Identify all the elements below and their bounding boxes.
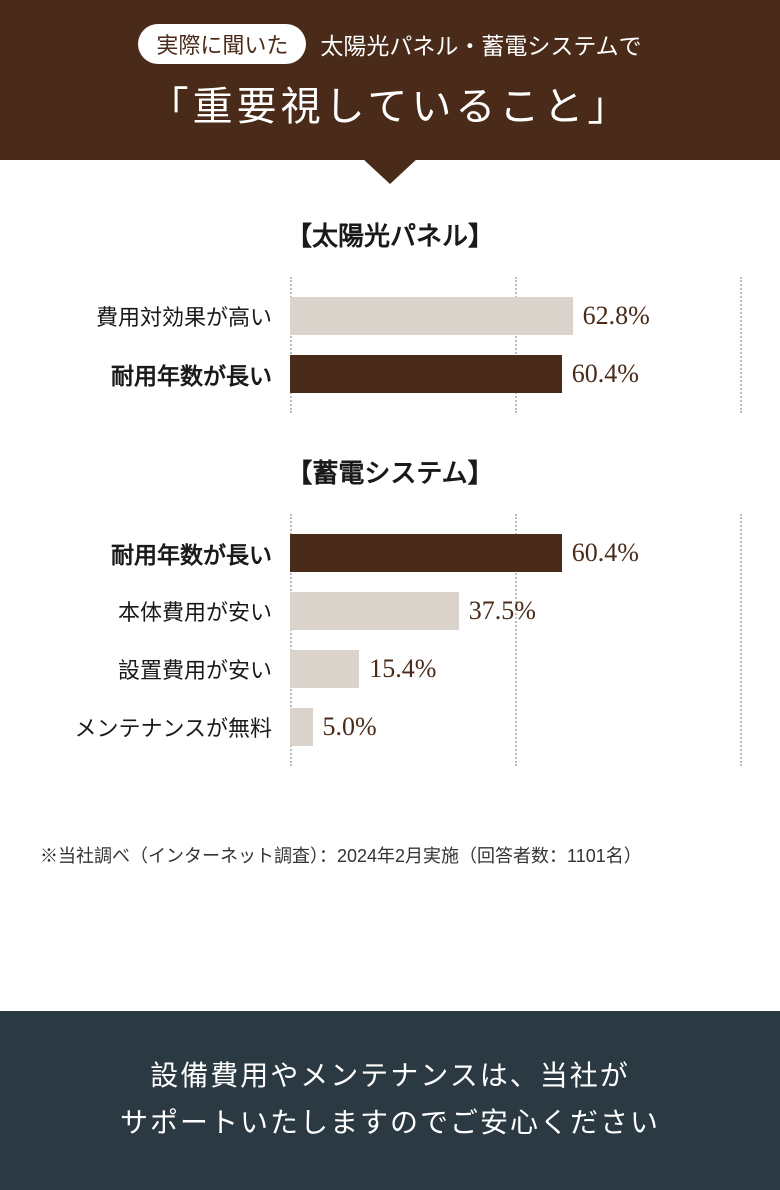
bar <box>290 650 359 688</box>
header-top-row: 実際に聞いた 太陽光パネル・蓄電システムで <box>20 24 760 64</box>
bar-label: 本体費用が安い <box>40 595 290 627</box>
bar-label: 耐用年数が長い <box>40 357 290 391</box>
bar-value: 60.4% <box>572 538 639 568</box>
bar-label: 耐用年数が長い <box>40 536 290 570</box>
bar <box>290 297 573 335</box>
chart-row: 費用対効果が高い 62.8% <box>40 287 740 345</box>
bar <box>290 592 459 630</box>
bar-wrap: 5.0% <box>290 708 740 746</box>
footer-line-2: サポートいたしますのでご安心ください <box>20 1100 760 1148</box>
header-pointer-icon <box>362 158 418 184</box>
bar-value: 15.4% <box>369 654 436 684</box>
chart-area: 耐用年数が長い 60.4% 本体費用が安い 37.5% 設置費用が安い 15.4% メンテナ… <box>40 514 740 766</box>
bar-value: 60.4% <box>572 359 639 389</box>
gridline <box>740 514 742 766</box>
chart-area: 費用対効果が高い 62.8% 耐用年数が長い 60.4% <box>40 277 740 413</box>
header-title: 「重要視していること」 <box>20 74 760 132</box>
gridline <box>740 277 742 413</box>
bar-label: メンテナンスが無料 <box>40 711 290 743</box>
header-badge: 実際に聞いた <box>138 24 306 64</box>
header-subtext: 太陽光パネル・蓄電システムで <box>320 27 641 61</box>
chart-row: 耐用年数が長い 60.4% <box>40 345 740 403</box>
bar-value: 62.8% <box>583 301 650 331</box>
bar-value: 5.0% <box>323 712 377 742</box>
chart-title: 【蓄電システム】 <box>40 453 740 490</box>
footer: 設備費用やメンテナンスは、当社が サポートいたしますのでご安心ください <box>0 1011 780 1190</box>
bar-label: 費用対効果が高い <box>40 300 290 332</box>
chart-block: 【蓄電システム】耐用年数が長い 60.4% 本体費用が安い 37.5% 設置費用が安い 1… <box>40 453 740 766</box>
bar-wrap: 62.8% <box>290 297 740 335</box>
footer-line-1: 設備費用やメンテナンスは、当社が <box>20 1053 760 1101</box>
survey-note: ※当社調べ（インターネット調査）：2024年2月実施（回答者数：1101名） <box>0 826 780 868</box>
bar-label: 設置費用が安い <box>40 653 290 685</box>
bar-value: 37.5% <box>469 596 536 626</box>
chart-title: 【太陽光パネル】 <box>40 216 740 253</box>
chart-block: 【太陽光パネル】費用対効果が高い 62.8% 耐用年数が長い 60.4% <box>40 216 740 413</box>
charts-container: 【太陽光パネル】費用対効果が高い62.8%耐用年数が長い60.4%【蓄電システム… <box>0 160 780 826</box>
chart-row: 耐用年数が長い 60.4% <box>40 524 740 582</box>
bar <box>290 708 313 746</box>
chart-row: 本体費用が安い 37.5% <box>40 582 740 640</box>
bar-wrap: 15.4% <box>290 650 740 688</box>
bar-wrap: 60.4% <box>290 534 740 572</box>
bar-wrap: 37.5% <box>290 592 740 630</box>
bar-wrap: 60.4% <box>290 355 740 393</box>
chart-row: 設置費用が安い 15.4% <box>40 640 740 698</box>
header: 実際に聞いた 太陽光パネル・蓄電システムで 「重要視していること」 <box>0 0 780 160</box>
bar <box>290 355 562 393</box>
chart-row: メンテナンスが無料 5.0% <box>40 698 740 756</box>
bar <box>290 534 562 572</box>
